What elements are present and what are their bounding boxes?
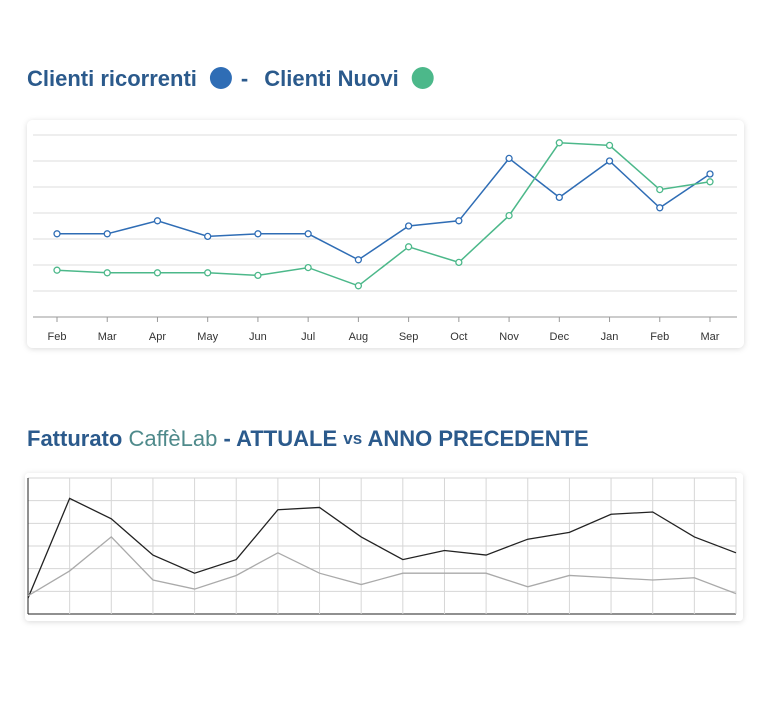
x-tick-label: Apr (149, 331, 166, 343)
point (354, 256, 363, 264)
point (304, 230, 312, 238)
x-tick-label: Jan (601, 331, 619, 343)
point (354, 282, 363, 290)
point (103, 230, 111, 238)
series-line (56, 142, 711, 287)
point (204, 232, 212, 241)
point (204, 269, 212, 277)
point (455, 258, 463, 267)
title-separator: - (241, 66, 248, 91)
x-tick-label: Feb (48, 331, 67, 343)
series-line (57, 157, 711, 261)
point (706, 178, 714, 186)
x-tick-label: Jun (249, 331, 267, 343)
point (404, 243, 413, 251)
point (53, 230, 61, 238)
legend-label: Clienti ricorrenti (27, 66, 197, 91)
chart-title: Fatturato CaffèLab - ATTUALE vs ANNO PRE… (27, 426, 589, 451)
series-line (27, 536, 737, 597)
point (555, 193, 563, 202)
point (455, 217, 463, 225)
point (53, 266, 61, 274)
title-part: ANNO PRECEDENTE (367, 426, 588, 451)
x-tick-label: Aug (349, 331, 369, 343)
point (103, 269, 111, 277)
x-tick-label: Feb (650, 331, 669, 343)
point (555, 139, 563, 147)
legend-label: Clienti Nuovi (264, 66, 398, 91)
point (605, 157, 614, 165)
x-tick-label: Jul (301, 331, 315, 343)
point (254, 230, 262, 238)
card (27, 120, 744, 348)
card (25, 473, 743, 621)
point (153, 269, 162, 277)
point (706, 170, 714, 178)
legend-marker (209, 67, 232, 89)
x-tick-label: Mar (98, 331, 117, 343)
x-tick-label: Oct (450, 331, 467, 343)
x-tick-label: May (197, 331, 218, 343)
point (656, 204, 664, 212)
point (254, 271, 262, 280)
point (404, 222, 413, 230)
point (304, 263, 312, 272)
point (505, 211, 513, 220)
title-part: vs (343, 429, 362, 448)
title-part: - ATTUALE (223, 426, 337, 451)
point (505, 154, 513, 163)
x-tick-label: Nov (499, 331, 519, 343)
point (153, 217, 162, 225)
title-part: CaffèLab (128, 426, 217, 451)
x-tick-label: Mar (701, 331, 720, 343)
x-tick-label: Sep (399, 331, 419, 343)
x-tick-label: Dec (550, 331, 570, 343)
legend-marker (411, 67, 434, 89)
title-part: Fatturato (27, 426, 122, 451)
series-line (27, 497, 737, 599)
point (605, 141, 614, 150)
point (656, 185, 664, 194)
